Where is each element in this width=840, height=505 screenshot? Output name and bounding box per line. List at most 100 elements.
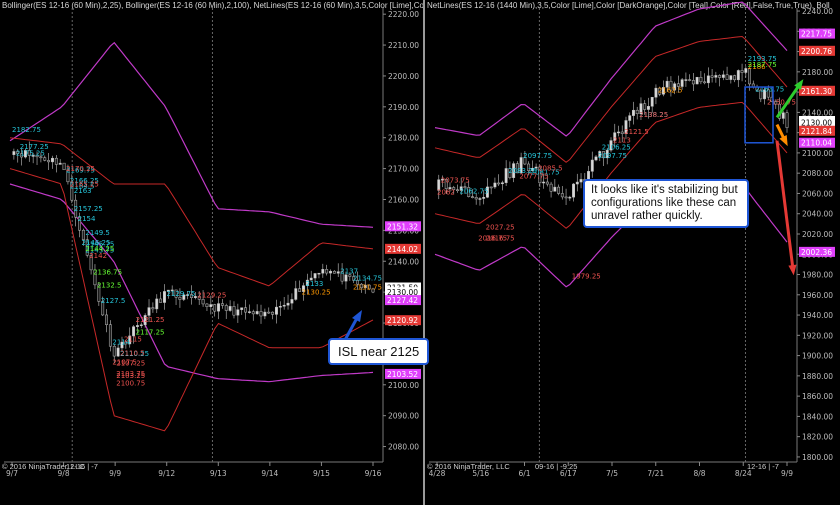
- candle-body: [151, 307, 155, 310]
- netline-price-label: 2100.75: [116, 379, 145, 387]
- recent-bars-highlight-box: [744, 86, 774, 144]
- candle-body: [132, 326, 136, 337]
- netline-price-label: 2131.75: [353, 284, 382, 292]
- price-badge-label: 2217.75: [801, 30, 832, 39]
- netline-price-label: 2097.75: [523, 152, 552, 160]
- y-tick-label: 1800.00: [802, 453, 833, 462]
- chart-panel-right[interactable]: NetLines(ES 12-16 (1440 Min),3,5,Color […: [425, 0, 840, 505]
- candle-body: [224, 305, 228, 311]
- candle-body: [332, 270, 336, 274]
- y-tick-label: 1840.00: [802, 412, 833, 421]
- candle-body: [605, 149, 609, 159]
- netline-price-label: 2163.75: [755, 85, 784, 93]
- candle-body: [459, 186, 463, 191]
- price-badge-label: 2110.04: [801, 139, 832, 148]
- x-tick-label: 6/1: [518, 469, 530, 478]
- netline-price-label: 2016.75: [486, 234, 515, 242]
- left-chart-svg[interactable]: 2220.00 2210.00 2200.00 2190.00 2180.00 2170.…: [0, 0, 423, 505]
- candle-body: [650, 96, 654, 107]
- price-badge-label: 2130.00: [387, 288, 418, 297]
- candle-body: [124, 341, 128, 345]
- candle-body: [97, 284, 101, 302]
- price-badge-label: 2144.02: [387, 245, 418, 254]
- candle-body: [500, 182, 504, 185]
- netline-price-label: 2165.25: [70, 180, 99, 188]
- candle-body: [105, 314, 108, 325]
- panel-divider[interactable]: [423, 0, 425, 505]
- price-badge: [385, 368, 421, 379]
- candle-body: [774, 101, 778, 105]
- candle-body: [538, 166, 542, 184]
- y-tick-label: 2180.00: [388, 134, 419, 143]
- y-tick-label: 2100.00: [388, 381, 419, 390]
- netline-price-label: 2130.25: [302, 288, 331, 296]
- y-tick-label: 1940.00: [802, 311, 833, 320]
- candle-body: [628, 115, 632, 121]
- candle-body: [568, 196, 572, 199]
- candle-body: [553, 186, 557, 192]
- candle-body: [508, 168, 512, 178]
- candle-body: [329, 270, 332, 274]
- candle-body: [163, 291, 166, 303]
- price-badge: [799, 85, 835, 96]
- candle-body: [166, 289, 170, 292]
- chart-panel-left[interactable]: Bollinger(ES 12-16 (60 Min),2,25), Bolli…: [0, 0, 426, 505]
- candle-body: [493, 182, 497, 188]
- netline-price-label: 2113: [613, 137, 631, 145]
- netline-price-label: 2129.75: [166, 290, 195, 298]
- netline-price-label: 2132.5: [97, 281, 122, 289]
- candle-body: [575, 181, 579, 185]
- netline-price-label: 2083.25: [508, 167, 537, 175]
- candle-body: [259, 311, 263, 317]
- candle-body: [691, 80, 695, 85]
- netline-price-label: 2144.25: [85, 245, 114, 253]
- candle-body: [729, 75, 733, 80]
- candle-body: [733, 75, 737, 81]
- candle-body: [736, 70, 740, 81]
- candle-body: [147, 307, 151, 316]
- candle-body: [527, 163, 531, 171]
- netline-price-label: 2150.75: [767, 98, 796, 106]
- candle-body: [85, 239, 89, 256]
- price-badge-label: 2200.76: [801, 47, 832, 56]
- netline-price-label: 2149.5: [85, 229, 110, 237]
- y-tick-label: 2060.00: [802, 189, 833, 198]
- candle-body: [43, 157, 47, 161]
- candle-body: [302, 285, 305, 292]
- projection-arrow-lime: [775, 83, 802, 119]
- candle-body: [624, 120, 628, 134]
- bollinger-25-lower-band: [9, 168, 374, 432]
- candle-body: [182, 294, 186, 300]
- netline-price-label: 2115: [124, 335, 142, 343]
- candle-body: [590, 159, 594, 172]
- netline-price-label: 1979.25: [572, 272, 601, 280]
- candle-body: [267, 311, 271, 314]
- netline-price-label: 2077.75: [519, 172, 548, 180]
- candle-body: [478, 198, 482, 200]
- candle-body: [598, 151, 602, 158]
- x-tick-label: 4/28: [429, 469, 446, 478]
- bollinger-25-upper-band: [9, 137, 374, 287]
- y-tick-label: 1980.00: [802, 271, 833, 280]
- netline-price-label: 2143.75: [85, 247, 114, 255]
- netline-price-label: 2142: [89, 252, 107, 260]
- candle-body: [485, 186, 489, 198]
- candle-body: [298, 288, 302, 292]
- price-badge: [799, 246, 835, 257]
- netline-price-label: 2187.75: [748, 61, 777, 69]
- candle-body: [244, 307, 248, 313]
- netline-price-label: 2138.25: [639, 111, 668, 119]
- candle-body: [512, 163, 516, 178]
- candle-body: [661, 87, 665, 95]
- candle-body: [93, 269, 97, 286]
- candle-body: [89, 255, 93, 271]
- right-chart-svg[interactable]: 2240.002220.002200.002180.002160.002140.…: [425, 0, 840, 505]
- x-tick-label: 7/5: [606, 469, 618, 478]
- right-contract-tag-2: 12-16 | -7: [747, 462, 779, 471]
- candle-body: [497, 182, 501, 185]
- netline-price-label: 2164.5: [70, 183, 95, 191]
- netline-price-label: 2182.75: [12, 126, 41, 134]
- candle-body: [579, 179, 583, 183]
- candle-body: [209, 304, 213, 307]
- netline-price-label: 2169.75: [66, 166, 95, 174]
